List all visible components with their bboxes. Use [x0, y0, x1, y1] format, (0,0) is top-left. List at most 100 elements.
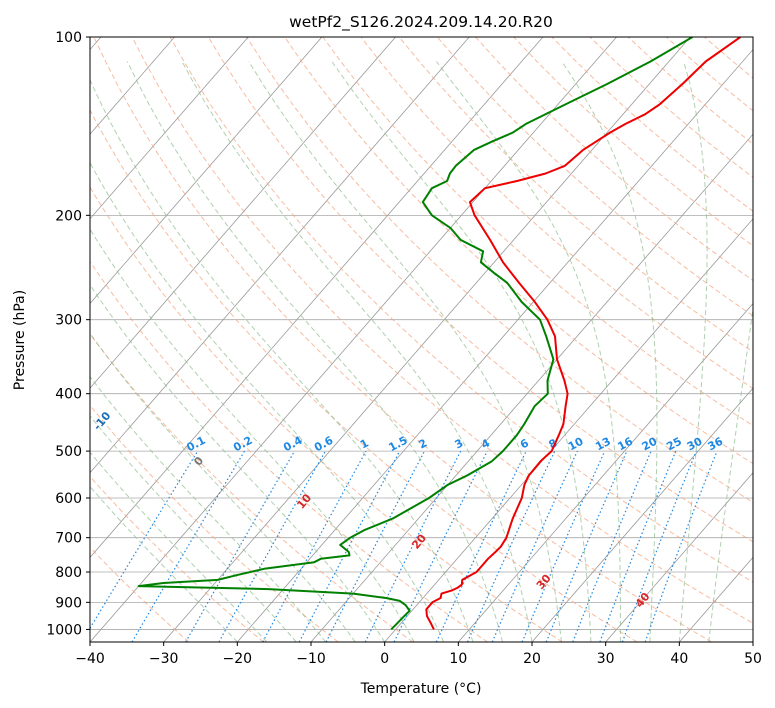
moist-adiabat	[181, 61, 533, 642]
moist-adiabat	[90, 451, 268, 642]
dry-adiabat	[398, 37, 753, 353]
moist-adiabat	[90, 415, 297, 642]
mixing-ratio-label: 20	[640, 435, 660, 454]
moist-adiabat	[561, 61, 658, 642]
mixing-ratio-line	[364, 450, 462, 642]
mixing-ratio-line	[218, 450, 326, 642]
mixing-ratio-line	[90, 450, 199, 630]
moist-adiabat	[678, 61, 708, 642]
isotherm-line	[90, 37, 617, 642]
moist-adiabat	[90, 78, 474, 642]
isotherm-line	[90, 37, 470, 474]
y-tick-label: 300	[55, 313, 82, 329]
plot-frame	[89, 36, 754, 643]
x-tick-label: −10	[296, 651, 326, 667]
x-tick-label: 40	[670, 651, 688, 667]
dry-adiabat	[704, 37, 753, 79]
dry-adiabat	[90, 260, 488, 642]
isotherm-line	[384, 218, 753, 642]
dry-adiabat	[169, 37, 753, 583]
y-tick-label: 200	[55, 208, 82, 224]
y-tick-label: 900	[55, 595, 82, 611]
x-tick-label: 30	[597, 651, 615, 667]
dry-adiabat	[90, 404, 339, 642]
moist-adiabat	[90, 375, 327, 642]
dry-adiabat	[436, 37, 753, 317]
mixing-ratio-line	[298, 450, 401, 642]
moist-adiabat	[248, 61, 562, 642]
dry-adiabat	[360, 37, 753, 390]
isotherm-line	[90, 37, 249, 220]
temperature-profile	[425, 37, 741, 630]
dry-adiabat-label: 20	[409, 531, 429, 551]
x-tick-label: −20	[223, 651, 253, 667]
moist-adiabat	[331, 61, 592, 642]
moist-adiabat	[90, 228, 415, 642]
dry-adiabat	[513, 37, 753, 247]
mixing-ratio-line	[644, 450, 718, 642]
axis-ticks: −40 −30 −20 −10 0 10 20 30 40 50 100 200 300 400 500 60…	[46, 30, 762, 667]
mixing-ratio-label: 10	[566, 435, 586, 454]
moist-adiabat	[708, 304, 753, 642]
isotherm-line	[90, 37, 396, 389]
dry-adiabat	[90, 333, 414, 642]
mixing-ratio-label: 6	[518, 436, 531, 451]
mixing-ratio-line	[435, 450, 527, 642]
dry-adiabat	[90, 475, 264, 642]
y-axis-label: Pressure (hPa)	[12, 290, 28, 390]
y-tick-label: 800	[55, 565, 82, 581]
x-tick-label: 20	[523, 651, 541, 667]
mixing-ratio-label: 2	[416, 436, 429, 451]
dry-adiabat	[131, 37, 753, 624]
dry-adiabat	[90, 186, 563, 642]
dry-adiabat	[322, 37, 753, 427]
moist-adiabat	[90, 284, 386, 642]
y-tick-label: 700	[55, 531, 82, 547]
mixing-ratio-label: 3	[453, 436, 466, 451]
mixing-ratio-label: 25	[664, 435, 684, 454]
mixing-ratio-line	[572, 450, 652, 642]
mixing-ratio-label: 36	[706, 435, 726, 454]
mixing-ratio-label: 16	[615, 435, 635, 454]
y-tick-label: 1000	[46, 622, 82, 638]
dry-adiabat	[551, 37, 753, 212]
moist-adiabat	[90, 485, 238, 642]
isotherm-line	[605, 472, 753, 642]
x-tick-label: 10	[449, 651, 467, 667]
isotherm-line	[458, 302, 753, 642]
y-tick-label: 400	[55, 387, 82, 403]
moist-adiabat	[126, 61, 503, 642]
dry-adiabat	[93, 37, 712, 642]
mixing-ratio-label: 30	[685, 435, 705, 454]
mixing-ratio-line	[521, 450, 606, 642]
mixing-ratio-label: 4	[479, 436, 492, 451]
mixing-ratio-line	[491, 450, 578, 642]
mixing-ratio-line	[599, 450, 677, 642]
isotherm-line	[90, 37, 323, 305]
background-grid: 0.10.20.40.611.52346810131620253036-100-…	[90, 37, 753, 642]
dry-adiabat	[246, 37, 753, 503]
mixing-ratio-label: 13	[593, 435, 613, 454]
isotherm-line	[90, 37, 544, 558]
dry-adiabat	[284, 37, 753, 465]
x-tick-label: −40	[75, 651, 105, 667]
mixing-ratio-line	[545, 450, 628, 642]
isotherm-line	[752, 641, 753, 642]
dry-adiabat-label: 10	[294, 491, 314, 511]
dewpoint-profile	[137, 37, 694, 631]
mixing-ratio-line	[621, 450, 697, 642]
isotherm-line	[237, 48, 753, 642]
moist-adiabat	[90, 332, 356, 642]
x-tick-label: 50	[744, 651, 762, 667]
x-tick-label: −30	[149, 651, 179, 667]
chart-title: wetPf2_S126.2024.209.14.20.R20	[289, 13, 553, 32]
y-tick-label: 100	[55, 30, 82, 46]
moist-adiabat	[436, 61, 621, 642]
isotherm-line	[679, 556, 753, 642]
sounding-lines	[137, 37, 741, 631]
dry-adiabat	[665, 37, 753, 112]
y-tick-label: 600	[55, 491, 82, 507]
x-axis-label: Temperature (°C)	[360, 681, 482, 697]
y-tick-label: 500	[55, 444, 82, 460]
